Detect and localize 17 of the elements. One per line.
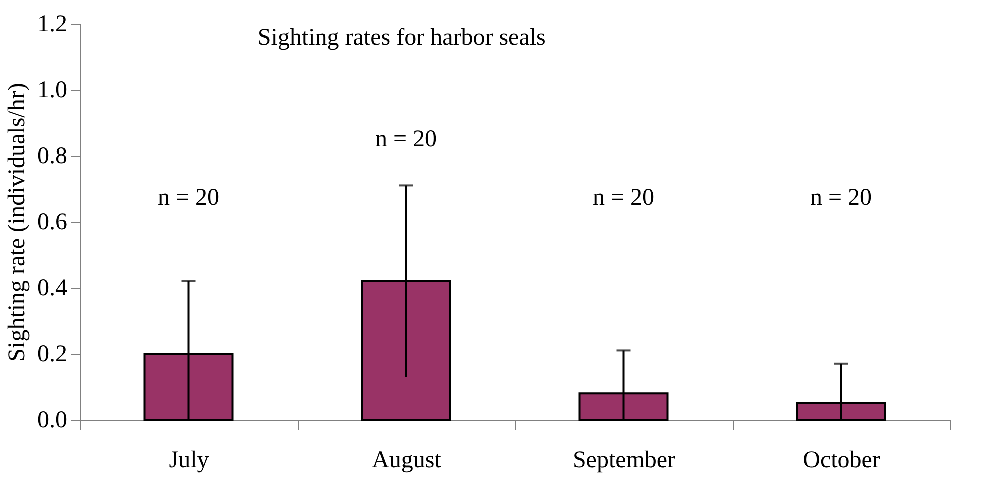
annotation: n = 20	[158, 185, 220, 212]
x-tick-label: October	[803, 448, 880, 474]
y-tick-label: 0.0	[38, 408, 68, 434]
y-tick-label: 1.2	[38, 12, 68, 38]
y-tick-label: 1.0	[38, 78, 68, 104]
y-tick-label: 0.2	[38, 342, 68, 368]
y-tick-label: 0.4	[38, 276, 68, 302]
annotation: n = 20	[592, 185, 655, 212]
x-tick-label: July	[169, 448, 210, 474]
x-tick-label: September	[572, 448, 676, 474]
chart-title: Sighting rates for harbor seals	[258, 25, 546, 51]
y-tick-label: 0.8	[38, 144, 68, 170]
y-tick-label: 0.6	[38, 210, 68, 236]
y-axis-title: Sighting rate (individuals/hr)	[4, 83, 30, 362]
annotation: n = 20	[375, 126, 438, 152]
x-tick-label: August	[372, 448, 442, 474]
annotation: n = 20	[810, 185, 872, 212]
